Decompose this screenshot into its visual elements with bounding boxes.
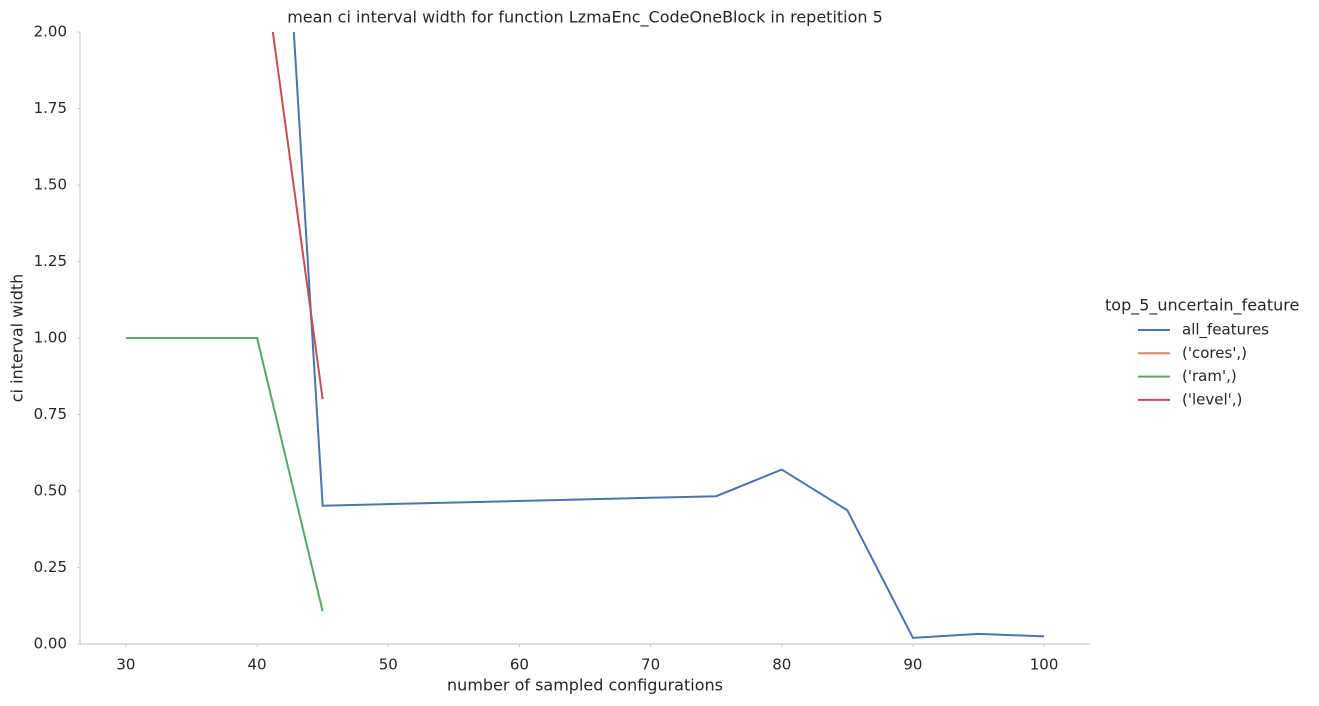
y-axis-label: ci interval width bbox=[8, 274, 27, 403]
x-tick-label: 80 bbox=[772, 656, 791, 674]
y-tick-label: 1.75 bbox=[34, 99, 67, 117]
x-tick-label: 30 bbox=[116, 656, 135, 674]
y-tick-label: 0.25 bbox=[34, 558, 67, 576]
plot-area bbox=[125, 32, 1045, 639]
y-tick-label: 0.00 bbox=[34, 635, 67, 653]
legend-label: ('cores',) bbox=[1182, 344, 1247, 362]
y-tick-label: 1.50 bbox=[34, 176, 67, 194]
x-tick-label: 70 bbox=[641, 656, 660, 674]
y-tick-label: 1.25 bbox=[34, 252, 67, 270]
x-tick-label: 90 bbox=[903, 656, 922, 674]
y-tick-label: 0.50 bbox=[34, 482, 67, 500]
legend-label: all_features bbox=[1182, 321, 1269, 340]
x-tick-label: 60 bbox=[510, 656, 529, 674]
series-line bbox=[271, 32, 324, 400]
series-line bbox=[292, 32, 1045, 639]
x-tick-label: 40 bbox=[248, 656, 267, 674]
x-axis-label: number of sampled configurations bbox=[447, 676, 723, 695]
x-tick-label: 50 bbox=[379, 656, 398, 674]
legend-label: ('level',) bbox=[1182, 390, 1242, 408]
x-tick-label: 100 bbox=[1030, 656, 1059, 674]
legend-label: ('ram',) bbox=[1182, 367, 1237, 385]
y-tick-label: 2.00 bbox=[34, 23, 67, 41]
chart-title: mean ci interval width for function Lzma… bbox=[287, 8, 883, 28]
y-tick-label: 0.75 bbox=[34, 405, 67, 423]
y-tick-label: 1.00 bbox=[34, 329, 67, 347]
legend-title: top_5_uncertain_feature bbox=[1105, 296, 1299, 316]
series-line bbox=[125, 337, 324, 612]
